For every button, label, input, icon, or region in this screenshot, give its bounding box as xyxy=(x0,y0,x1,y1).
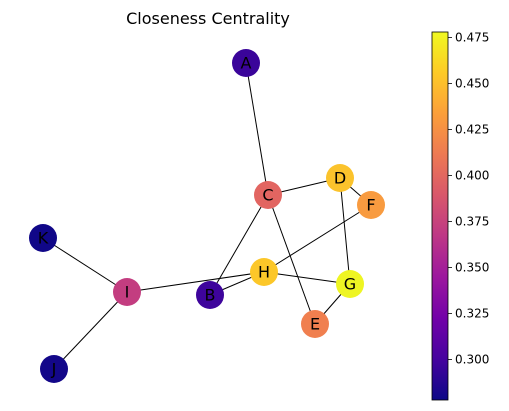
node-F: F xyxy=(357,191,385,219)
node-label-E: E xyxy=(310,315,320,334)
colorbar-tick-label: 0.450 xyxy=(455,77,489,91)
node-J: J xyxy=(40,355,68,383)
chart-title: Closeness Centrality xyxy=(126,9,290,28)
node-circle-I xyxy=(113,278,141,306)
edge-I-J xyxy=(53,291,128,370)
colorbar: 0.300 0.325 0.350 0.375 0.400 0.425 0.450 0.475 xyxy=(431,31,489,401)
colorbar-tick-label: 0.425 xyxy=(455,123,489,137)
node-circle-F xyxy=(357,191,385,219)
edge-D-G xyxy=(339,177,351,285)
edge-A-C xyxy=(245,62,269,196)
node-E: E xyxy=(301,310,329,338)
node-label-K: K xyxy=(38,229,49,248)
edge-I-H xyxy=(126,271,265,293)
node-label-D: D xyxy=(334,169,346,188)
node-label-J: J xyxy=(51,360,57,379)
colorbar-tick-label: 0.300 xyxy=(455,353,489,367)
node-G: G xyxy=(336,270,364,298)
node-D: D xyxy=(326,164,354,192)
colorbar-tick-label: 0.350 xyxy=(455,261,489,275)
node-label-G: G xyxy=(344,275,356,294)
node-label-H: H xyxy=(258,263,270,282)
node-circle-A xyxy=(232,49,260,77)
edge-F-H xyxy=(263,204,372,273)
node-circle-K xyxy=(29,224,57,252)
node-label-A: A xyxy=(241,54,252,73)
colorbar-tick-label: 0.375 xyxy=(455,215,489,229)
edge-H-G xyxy=(263,271,351,285)
node-circle-D xyxy=(326,164,354,192)
node-label-I: I xyxy=(125,283,130,302)
node-I: I xyxy=(113,278,141,306)
node-label-F: F xyxy=(366,196,375,215)
node-circle-G xyxy=(336,270,364,298)
node-H: H xyxy=(250,258,278,286)
colorbar-bar xyxy=(431,31,449,401)
node-C: C xyxy=(254,181,282,209)
edge-C-E xyxy=(267,194,316,325)
node-B: B xyxy=(196,281,224,309)
node-circle-J xyxy=(40,355,68,383)
edge-layer xyxy=(42,62,372,370)
node-label-C: C xyxy=(262,186,273,205)
node-A: A xyxy=(232,49,260,77)
colorbar-tick-label: 0.400 xyxy=(455,169,489,183)
node-circle-C xyxy=(254,181,282,209)
colorbar-tick-label: 0.475 xyxy=(455,31,489,45)
colorbar-tick-label: 0.325 xyxy=(455,307,489,321)
node-label-B: B xyxy=(205,286,216,305)
edge-I-K xyxy=(42,237,128,293)
node-circle-H xyxy=(250,258,278,286)
node-layer: A B C D E F G H I J K xyxy=(29,49,385,383)
node-K: K xyxy=(29,224,57,252)
node-circle-E xyxy=(301,310,329,338)
node-circle-B xyxy=(196,281,224,309)
colorbar-ticks: 0.300 0.325 0.350 0.375 0.400 0.425 0.450 0.475 xyxy=(448,31,489,367)
